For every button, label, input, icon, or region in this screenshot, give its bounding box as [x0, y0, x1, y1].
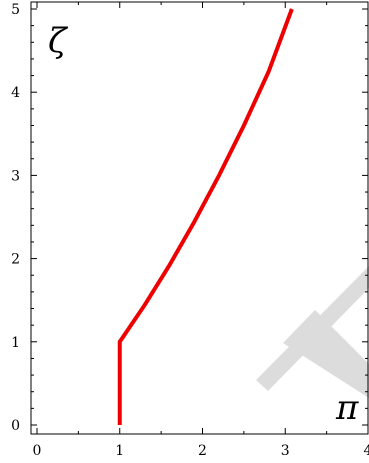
x-axis-label: π: [335, 388, 359, 428]
x-tick-labels: 0 1 2 3 4: [33, 443, 369, 459]
x-tick-label: 3: [281, 443, 290, 459]
watermark-logo: [256, 266, 369, 398]
x-tick-label: 4: [364, 443, 369, 459]
y-tick-label: 3: [11, 168, 20, 184]
y-tick-label: 4: [11, 85, 20, 101]
y-tick-label: 5: [11, 2, 20, 18]
y-tick-label: 0: [11, 418, 20, 434]
axis-ticks: [31, 2, 369, 434]
y-axis-label: ζ: [48, 21, 69, 61]
y-tick-label: 1: [11, 335, 20, 351]
x-tick-label: 1: [115, 443, 124, 459]
y-tick-labels: 0 1 2 3 4 5: [11, 2, 20, 434]
y-tick-label: 2: [11, 252, 20, 268]
x-tick-label: 0: [33, 443, 42, 459]
series-line: [117, 8, 294, 425]
x-tick-label: 2: [198, 443, 207, 459]
watermark-stem: [283, 310, 369, 398]
plot-frame: [30, 1, 369, 435]
